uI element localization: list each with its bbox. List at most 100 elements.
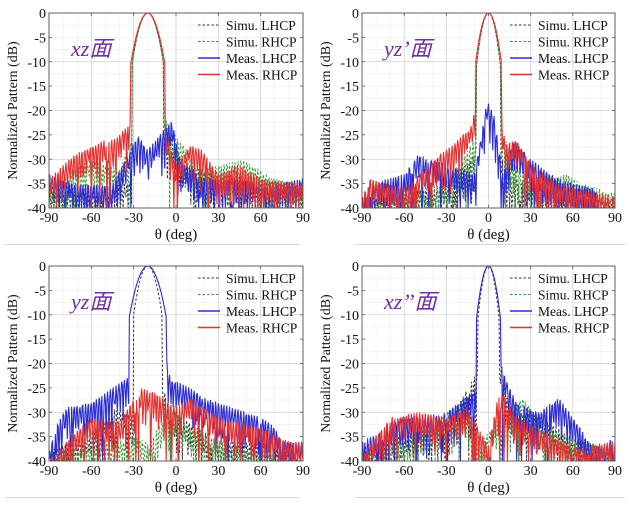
x-tick-label: -90 <box>40 211 59 226</box>
y-tick-label: -25 <box>340 129 359 144</box>
y-tick-label: -40 <box>27 455 46 470</box>
y-tick-label: -40 <box>340 202 359 217</box>
x-tick-label: 0 <box>485 211 492 226</box>
legend-label: Meas. LHCP <box>226 304 297 319</box>
legend-label: Simu. LHCP <box>226 271 296 286</box>
legend-label: Simu. RHCP <box>538 35 609 50</box>
series-line-meas-rhcp <box>362 395 615 461</box>
x-tick-label: -30 <box>437 211 456 226</box>
y-tick-label: -25 <box>27 129 46 144</box>
y-tick-label: -35 <box>27 178 46 193</box>
legend-label: Meas. LHCP <box>538 304 609 319</box>
y-tick-label: -30 <box>27 406 46 421</box>
series-line-simu-lhcp <box>49 266 303 461</box>
chart-panel-2: -90 -60 -30 0 30 60 90 0 -5 -10 -15 -20 -25 -30 -35 -40… <box>319 7 622 243</box>
panel-title: yz’面 <box>382 36 436 61</box>
legend-label: Meas. RHCP <box>538 321 609 336</box>
x-tick-label: 0 <box>173 211 180 226</box>
legend-label: Meas. RHCP <box>538 68 609 83</box>
legend-label: Meas. LHCP <box>226 51 297 66</box>
x-tick-label: -30 <box>124 211 143 226</box>
y-tick-label: -20 <box>340 105 359 120</box>
x-axis-label: θ (deg) <box>155 227 198 243</box>
x-tick-label: 0 <box>173 464 180 479</box>
y-tick-label: 0 <box>39 260 46 275</box>
x-tick-label: 90 <box>296 211 310 226</box>
x-tick-label: -30 <box>124 464 143 479</box>
y-tick-label: -15 <box>340 333 359 348</box>
y-tick-label: -25 <box>27 382 46 397</box>
x-tick-label: 60 <box>254 211 268 226</box>
legend-label: Meas. RHCP <box>226 321 297 336</box>
x-tick-label: -90 <box>353 211 372 226</box>
y-tick-label: -25 <box>340 382 359 397</box>
y-tick-label: -5 <box>347 31 359 46</box>
y-tick-label: -40 <box>27 202 46 217</box>
legend-label: Simu. RHCP <box>226 288 297 303</box>
x-tick-label: -60 <box>395 211 414 226</box>
y-tick-label: 0 <box>39 7 46 22</box>
series-line-meas-rhcp <box>49 13 303 208</box>
x-axis-label: θ (deg) <box>155 480 198 496</box>
panel-separator-bottom-left <box>5 497 300 498</box>
chart-panel-1: -90 -60 -30 0 30 60 90 0 -5 -10 -15 -20 -25 -30 -35 -40… <box>6 7 310 243</box>
y-axis-label: Normalized Pattern (dB) <box>319 41 334 180</box>
y-tick-label: -30 <box>340 153 359 168</box>
y-tick-label: -15 <box>27 80 46 95</box>
y-tick-label: -30 <box>340 406 359 421</box>
y-axis-label: Normalized Pattern (dB) <box>319 294 334 433</box>
y-tick-label: -35 <box>27 431 46 446</box>
x-tick-label: -90 <box>353 464 372 479</box>
x-tick-label: 30 <box>211 211 225 226</box>
y-axis-label: Normalized Pattern (dB) <box>6 41 21 180</box>
panel-separator-right <box>355 244 625 245</box>
x-tick-label: -90 <box>40 464 59 479</box>
x-tick-label: 30 <box>211 464 225 479</box>
x-tick-label: -30 <box>437 464 456 479</box>
series-line-meas-lhcp <box>49 266 303 461</box>
x-tick-label: 60 <box>566 211 580 226</box>
y-tick-label: -10 <box>340 309 359 324</box>
y-tick-label: -15 <box>27 333 46 348</box>
panel-title: xz’’面 <box>383 289 441 314</box>
y-tick-label: -40 <box>340 455 359 470</box>
y-tick-label: -10 <box>340 56 359 71</box>
y-tick-label: 0 <box>352 260 359 275</box>
y-tick-label: -35 <box>340 431 359 446</box>
y-tick-label: -35 <box>340 178 359 193</box>
y-tick-label: -5 <box>347 284 359 299</box>
x-tick-label: -60 <box>395 464 414 479</box>
legend-label: Simu. LHCP <box>538 271 608 286</box>
series-line-meas-rhcp <box>49 388 303 461</box>
y-tick-label: 0 <box>352 7 359 22</box>
chart-panel-3: -90 -60 -30 0 30 60 90 0 -5 -10 -15 -20 -25 -30 -35 -40… <box>6 260 310 496</box>
x-tick-label: 60 <box>254 464 268 479</box>
legend-label: Simu. LHCP <box>538 18 608 33</box>
x-axis-label: θ (deg) <box>467 227 510 243</box>
x-tick-label: 90 <box>296 464 310 479</box>
y-tick-label: -30 <box>27 153 46 168</box>
panel-separator-left <box>5 244 300 245</box>
x-tick-label: 60 <box>566 464 580 479</box>
x-tick-label: 0 <box>485 464 492 479</box>
y-tick-label: -10 <box>27 309 46 324</box>
x-axis-label: θ (deg) <box>467 480 510 496</box>
y-tick-label: -5 <box>34 31 46 46</box>
legend-label: Simu. LHCP <box>226 18 296 33</box>
chart-panel-4: -90 -60 -30 0 30 60 90 0 -5 -10 -15 -20 -25 -30 -35 -40… <box>319 260 622 496</box>
x-tick-label: 30 <box>524 211 538 226</box>
legend-label: Simu. RHCP <box>538 288 609 303</box>
legend-label: Simu. RHCP <box>226 35 297 50</box>
y-tick-label: -20 <box>27 358 46 373</box>
y-tick-label: -10 <box>27 56 46 71</box>
panel-title: yz面 <box>69 289 115 314</box>
panel-title: xz面 <box>70 36 115 61</box>
x-tick-label: 30 <box>524 464 538 479</box>
legend-label: Meas. RHCP <box>226 68 297 83</box>
y-axis-label: Normalized Pattern (dB) <box>6 294 21 433</box>
y-tick-label: -20 <box>27 105 46 120</box>
x-tick-label: 90 <box>608 211 622 226</box>
x-tick-label: -60 <box>82 464 101 479</box>
